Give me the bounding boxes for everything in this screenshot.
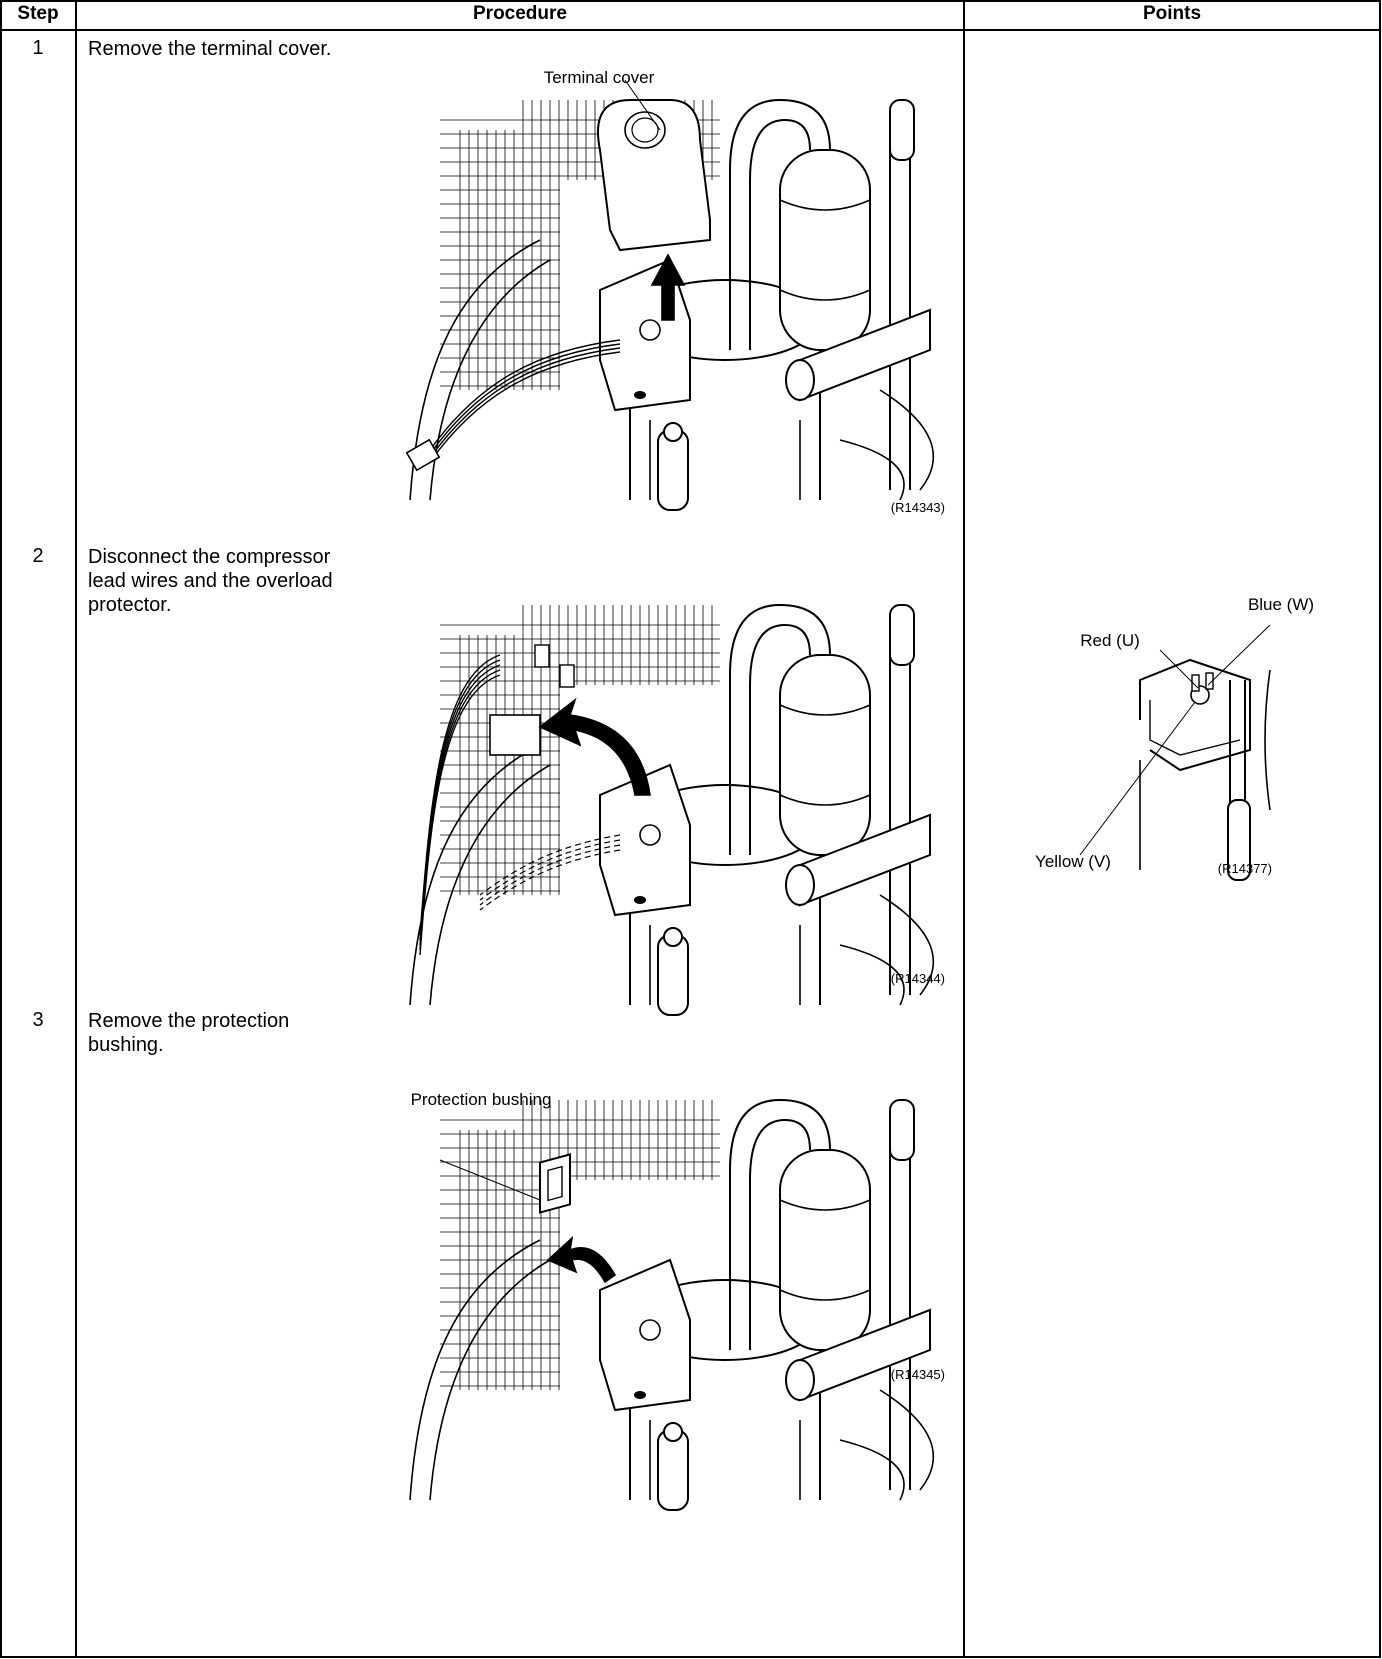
art-path [479, 849, 621, 911]
art-rect [779, 149, 871, 351]
art-path [479, 839, 621, 901]
art-path [729, 98, 831, 350]
art-path [624, 79, 661, 131]
step-number: 2 [32, 545, 44, 567]
art-path [538, 697, 651, 796]
art-ellipse [634, 896, 646, 904]
header-procedure: Procedure [473, 3, 567, 24]
art-rect [779, 1149, 871, 1351]
art-path [409, 1239, 541, 1501]
art-ellipse [785, 864, 815, 906]
procedure-text: Disconnect the compressor lead wires and… [88, 546, 333, 616]
art-path [419, 674, 501, 956]
art-circle [639, 824, 661, 846]
art-circle [663, 927, 683, 947]
art-path [779, 1199, 871, 1301]
procedure-text: Remove the terminal cover. [88, 38, 332, 60]
art-path [429, 343, 621, 455]
art-path [429, 347, 621, 459]
art-rect [405, 438, 441, 472]
art-path [429, 764, 551, 1006]
illustration [405, 79, 960, 580]
header-points: Points [1142, 3, 1202, 24]
art-path [839, 389, 935, 501]
figure-code: (R14343) [890, 500, 945, 515]
art-path [429, 1259, 551, 1501]
step-number: 3 [32, 1009, 44, 1031]
art-path [779, 199, 871, 301]
art-rect [559, 664, 575, 688]
art-path [889, 1120, 911, 1490]
art-path [729, 1098, 831, 1350]
art-path [889, 120, 911, 490]
illustration [409, 603, 960, 1085]
art-path [1139, 658, 1251, 772]
figure-label: Protection bushing [410, 1090, 552, 1109]
figure-code: (R14345) [890, 1367, 945, 1382]
art-path [409, 744, 541, 1006]
procedure-text: Remove the protection bushing. [88, 1010, 290, 1056]
art-rect [779, 654, 871, 856]
illustration [409, 1098, 960, 1580]
art-rect [547, 1165, 563, 1202]
art-rect [489, 714, 541, 756]
art-path [649, 420, 801, 500]
step-number: 1 [32, 37, 44, 59]
art-rect [539, 1153, 571, 1214]
figure-label: Terminal cover [543, 68, 655, 87]
figure-label: Yellow (V) [1035, 852, 1111, 871]
art-path [1079, 624, 1271, 856]
art-rect [1227, 799, 1251, 881]
art-path [1139, 669, 1271, 870]
art-circle [639, 319, 661, 341]
art-path [1149, 700, 1241, 756]
art-path [479, 844, 621, 906]
art-circle [639, 1319, 661, 1341]
header-step: Step [17, 3, 59, 24]
art-rect [1191, 674, 1200, 692]
art-circle [663, 422, 683, 442]
art-rect [889, 99, 915, 161]
art-path [649, 1420, 801, 1500]
art-rect [889, 604, 915, 666]
art-ellipse [785, 359, 815, 401]
art-path [1229, 680, 1246, 810]
figure-label: Blue (W) [1247, 595, 1315, 614]
art-path [839, 894, 935, 1006]
art-path [749, 118, 811, 350]
art-path [546, 1235, 617, 1284]
art-path [649, 925, 801, 1005]
art-ellipse [631, 117, 659, 143]
art-rect [1205, 672, 1214, 690]
art-path [439, 1159, 541, 1201]
art-path [889, 625, 911, 995]
art-rect [534, 644, 550, 668]
art-path [597, 99, 711, 252]
art-path [650, 253, 686, 321]
art-ellipse [785, 1359, 815, 1401]
art-path [749, 1118, 811, 1350]
art-rect [889, 1099, 915, 1161]
art-ellipse [624, 111, 666, 149]
figure-code: (R14344) [890, 971, 945, 986]
illustration [1079, 624, 1271, 881]
art-path [429, 351, 621, 463]
art-circle [663, 1422, 683, 1442]
art-path [749, 623, 811, 855]
art-ellipse [634, 1391, 646, 1399]
art-path [479, 834, 621, 896]
figure-label: Red (U) [1080, 631, 1140, 650]
art-path [729, 603, 831, 855]
art-path [429, 339, 621, 451]
art-path [779, 704, 871, 806]
figure-code: (R14377) [1217, 861, 1272, 876]
art-path [839, 1389, 935, 1501]
art-ellipse [634, 391, 646, 399]
